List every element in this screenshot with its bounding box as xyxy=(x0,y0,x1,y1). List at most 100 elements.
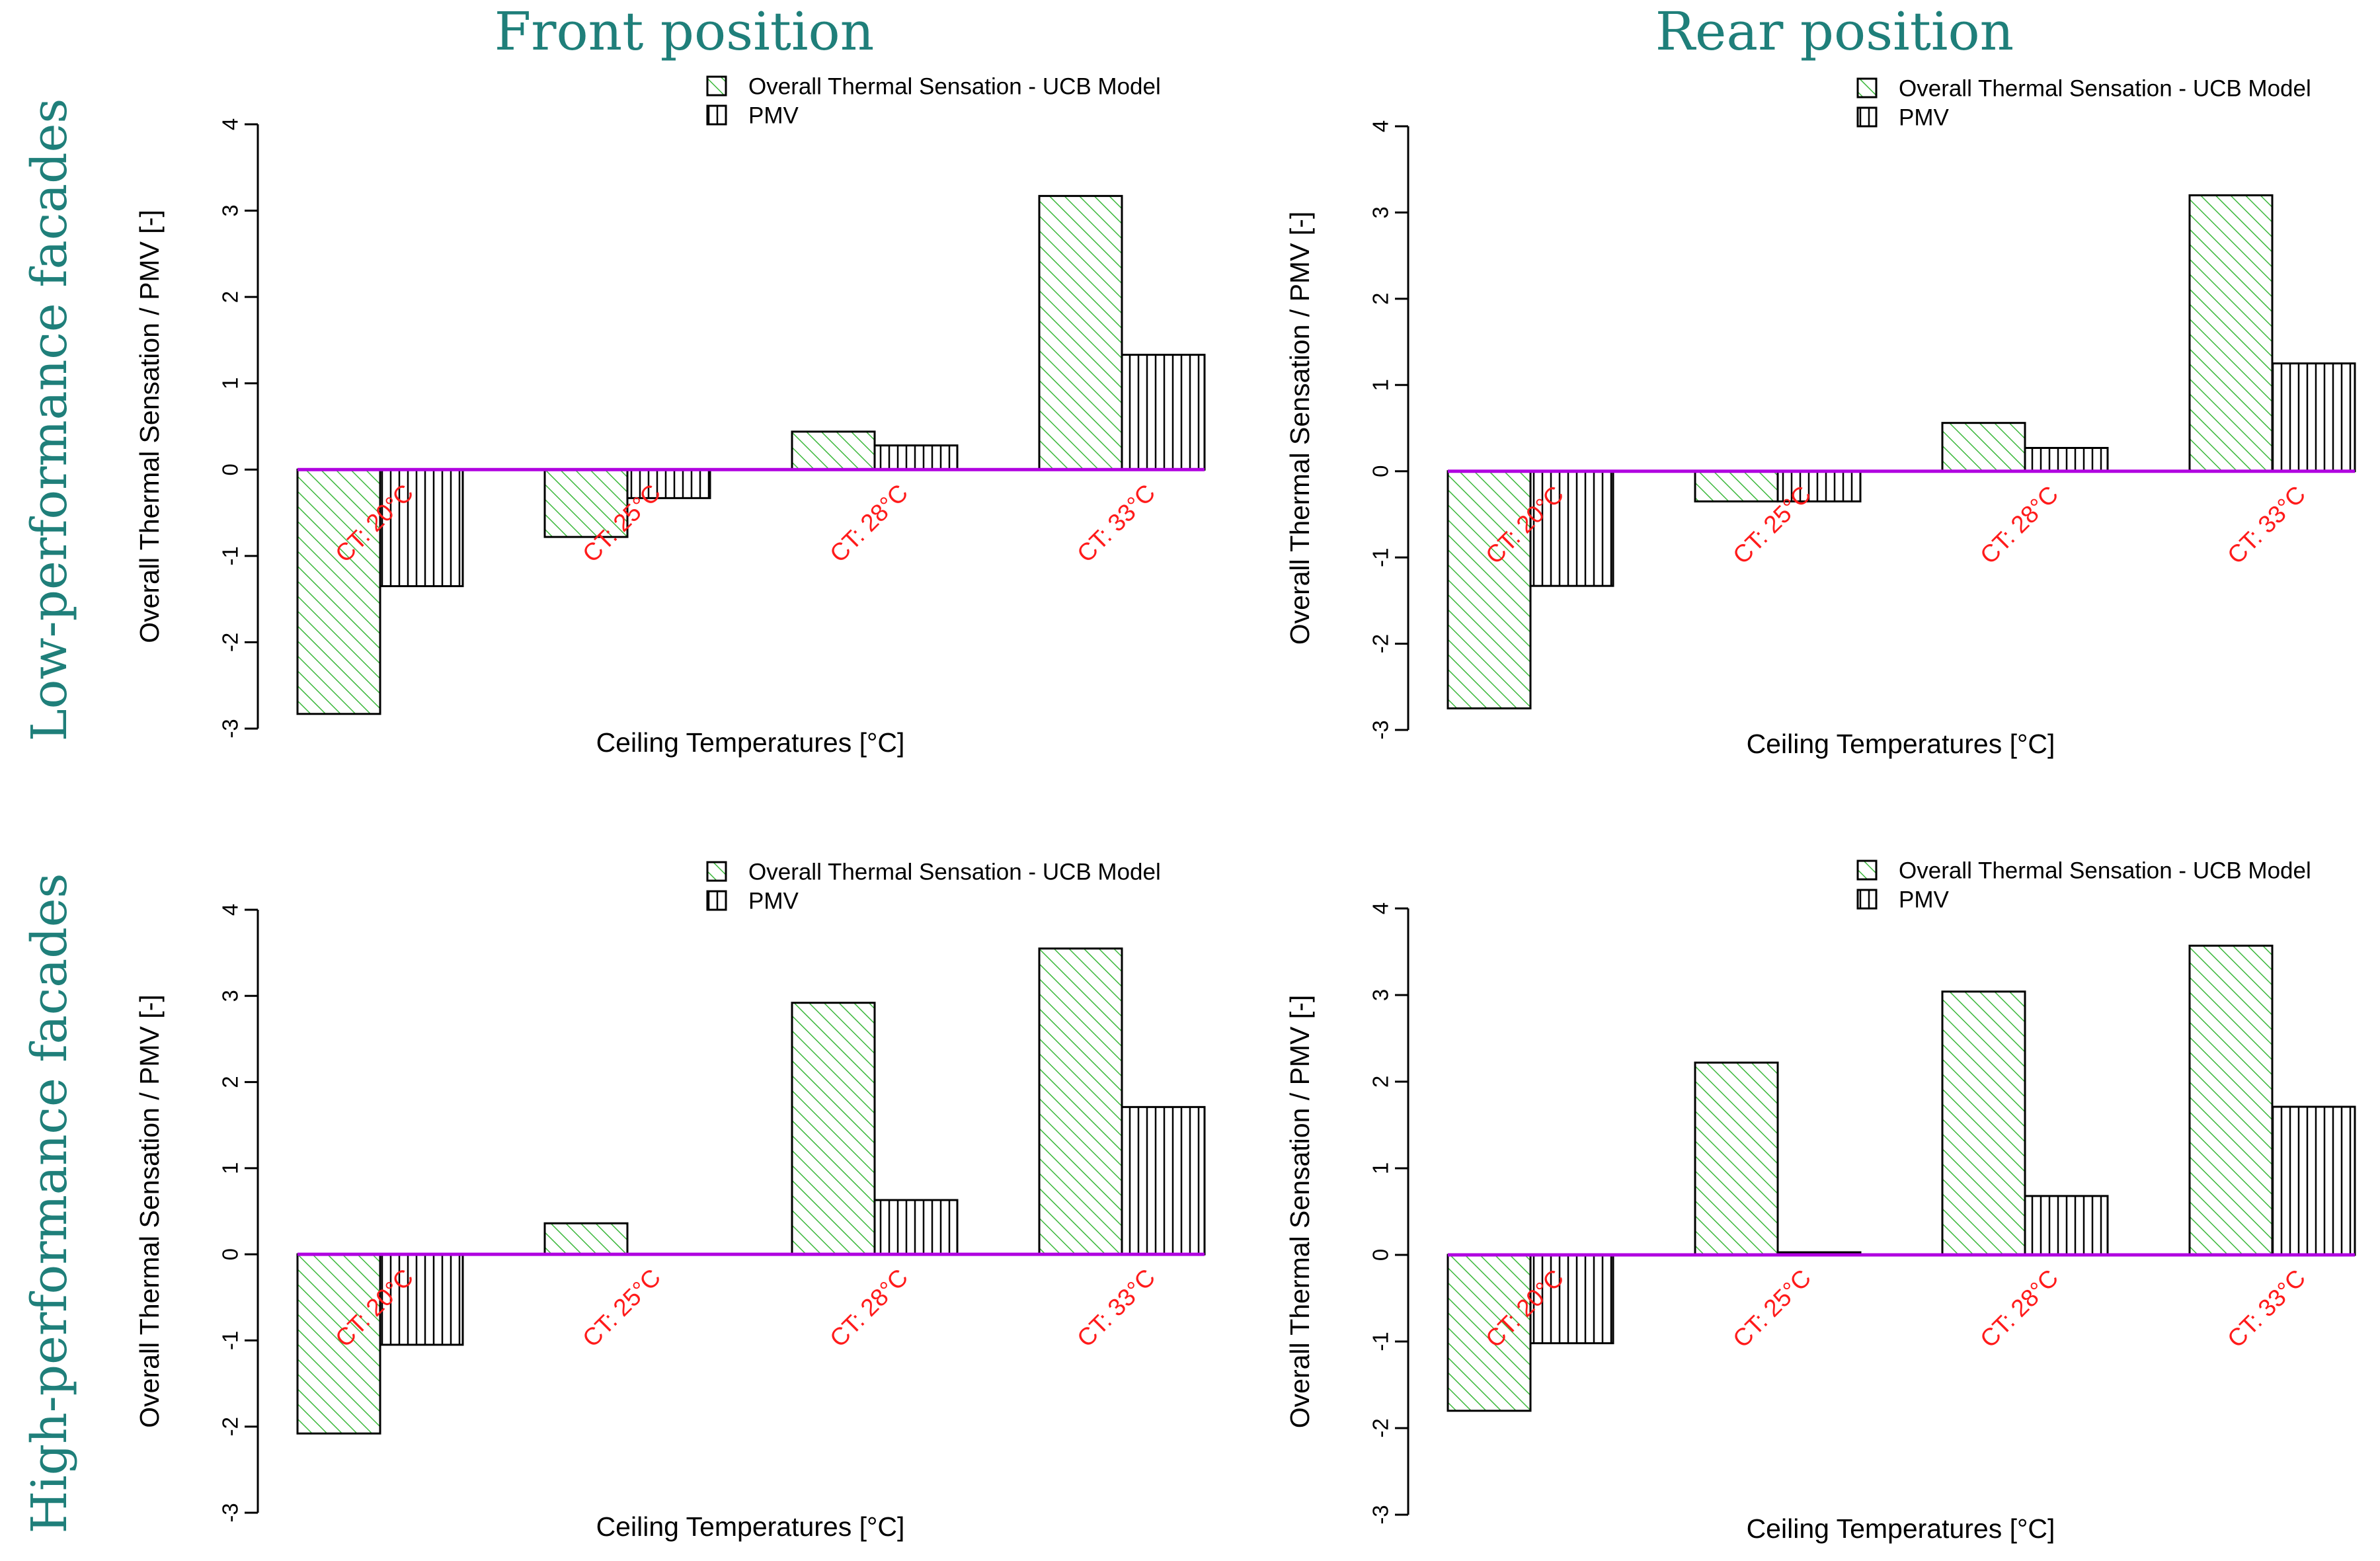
category-label-3: CT: 28°C xyxy=(1975,481,2063,569)
legend-swatch-pmv xyxy=(706,104,727,126)
ucb-bar-4 xyxy=(2188,194,2274,473)
pmv-bar-1 xyxy=(379,468,464,588)
y-tick-label: -3 xyxy=(218,719,243,738)
y-axis-label: Overall Thermal Sensation / PMV [-] xyxy=(134,994,165,1427)
y-tick-label: -1 xyxy=(1368,547,1393,567)
pmv-bar-3 xyxy=(2024,446,2109,473)
ucb-bar-3 xyxy=(791,430,876,471)
y-tick-label: -2 xyxy=(218,633,243,652)
y-tick-label: 0 xyxy=(218,1248,243,1260)
y-tick-label: 3 xyxy=(218,204,243,216)
y-tick-label: 4 xyxy=(218,118,243,130)
pmv-bar-1 xyxy=(1529,1254,1614,1345)
row-title-low-performance: Low-performance facades xyxy=(21,99,78,742)
y-tick-label: 0 xyxy=(1368,1249,1393,1261)
legend-swatch-pmv xyxy=(706,890,727,911)
y-tick-label: 4 xyxy=(1368,902,1393,914)
legend-swatch-ucb xyxy=(1856,77,1878,99)
chart-panel-4: -3 -2 -1 0 1 2 3 4 Overall Thermal Sensation / P… xyxy=(1285,858,2356,1544)
column-title-front: Front position xyxy=(495,1,874,62)
category-label-3: CT: 28°C xyxy=(824,479,913,567)
column-title-rear: Rear position xyxy=(1655,1,2014,62)
chart-panel-2: -3 -2 -1 0 1 2 3 4 Overall Thermal Sensation / P… xyxy=(1285,75,2356,759)
y-tick-label: 2 xyxy=(218,1076,243,1088)
y-tick-label: -2 xyxy=(1368,1418,1393,1437)
legend-label-ucb: Overall Thermal Sensation - UCB Model xyxy=(1899,858,2311,883)
legend-label-pmv: PMV xyxy=(748,102,799,128)
legend-swatch-ucb xyxy=(706,861,727,882)
y-tick-label: -1 xyxy=(218,546,243,565)
legend-label-ucb: Overall Thermal Sensation - UCB Model xyxy=(748,73,1161,99)
legend-swatch-pmv xyxy=(1856,106,1878,128)
y-axis-label: Overall Thermal Sensation / PMV [-] xyxy=(134,210,165,643)
y-tick-label: 1 xyxy=(1368,1162,1393,1174)
legend-label-pmv: PMV xyxy=(1899,887,1950,912)
y-tick-label: -3 xyxy=(218,1503,243,1522)
pmv-bar-4 xyxy=(1121,354,1206,471)
x-axis-label: Ceiling Temperatures [°C] xyxy=(1747,1513,2055,1544)
y-tick-label: 0 xyxy=(218,463,243,475)
legend-swatch-ucb xyxy=(1856,860,1878,881)
x-axis-label: Ceiling Temperatures [°C] xyxy=(596,1511,905,1542)
y-tick-label: 1 xyxy=(1368,379,1393,391)
x-axis-label: Ceiling Temperatures [°C] xyxy=(596,727,905,758)
y-tick-label: -1 xyxy=(218,1331,243,1350)
y-tick-label: 3 xyxy=(1368,206,1393,218)
y-tick-label: 1 xyxy=(218,1162,243,1174)
ucb-bar-2 xyxy=(1694,1061,1779,1256)
pmv-bar-4 xyxy=(1121,1105,1206,1256)
y-tick-label: 2 xyxy=(218,291,243,303)
pmv-bar-3 xyxy=(873,1199,959,1256)
chart-panel-3: -3 -2 -1 0 1 2 3 4 Overall Thermal Sensation / P… xyxy=(134,859,1206,1542)
y-tick-label: -1 xyxy=(1368,1332,1393,1351)
pmv-bar-2 xyxy=(1776,470,1862,502)
ucb-bar-3 xyxy=(791,1002,876,1256)
ucb-bar-1 xyxy=(1447,470,1532,709)
category-label-3: CT: 28°C xyxy=(824,1263,913,1352)
chart-panel-1: -3 -2 -1 0 1 2 3 4 Overall Thermal Sensation / P… xyxy=(134,73,1206,758)
row-title-high-performance: High-performance facades xyxy=(21,873,78,1534)
category-label-2: CT: 25°C xyxy=(577,1263,666,1352)
pmv-bar-3 xyxy=(873,444,959,471)
ucb-bar-2 xyxy=(1694,470,1779,502)
ucb-bar-2 xyxy=(543,1222,629,1256)
ucb-bar-4 xyxy=(2188,944,2274,1256)
y-tick-label: 3 xyxy=(218,990,243,1002)
y-tick-label: 2 xyxy=(1368,293,1393,305)
category-label-3: CT: 28°C xyxy=(1975,1264,2063,1353)
ucb-bar-3 xyxy=(1941,422,2026,473)
pmv-bar-4 xyxy=(2271,1105,2356,1256)
category-label-4: CT: 33°C xyxy=(2222,481,2311,569)
legend-label-pmv: PMV xyxy=(748,888,799,914)
y-tick-label: 4 xyxy=(1368,120,1393,132)
category-label-2: CT: 25°C xyxy=(1727,1264,1816,1353)
ucb-bar-4 xyxy=(1038,194,1123,471)
y-tick-label: 0 xyxy=(1368,465,1393,477)
category-label-4: CT: 33°C xyxy=(1072,479,1160,567)
category-label-4: CT: 33°C xyxy=(1072,1263,1160,1352)
y-tick-label: 1 xyxy=(218,378,243,389)
y-tick-label: -2 xyxy=(1368,634,1393,653)
pmv-bar-1 xyxy=(379,1253,464,1346)
y-tick-label: -3 xyxy=(1368,1505,1393,1524)
pmv-bar-1 xyxy=(1529,470,1614,587)
legend-label-pmv: PMV xyxy=(1899,104,1950,130)
x-axis-label: Ceiling Temperatures [°C] xyxy=(1747,729,2055,759)
y-tick-label: 2 xyxy=(1368,1076,1393,1088)
legend-swatch-pmv xyxy=(1856,889,1878,910)
y-tick-label: -3 xyxy=(1368,720,1393,739)
ucb-bar-1 xyxy=(296,468,381,715)
ucb-bar-1 xyxy=(296,1253,381,1435)
ucb-bar-3 xyxy=(1941,990,2026,1256)
y-tick-label: -2 xyxy=(218,1417,243,1436)
y-axis-label: Overall Thermal Sensation / PMV [-] xyxy=(1285,995,1315,1428)
legend-swatch-ucb xyxy=(706,75,727,97)
y-tick-label: 3 xyxy=(1368,989,1393,1001)
pmv-bar-4 xyxy=(2271,362,2356,473)
pmv-bar-3 xyxy=(2024,1195,2109,1256)
legend-label-ucb: Overall Thermal Sensation - UCB Model xyxy=(1899,75,2311,101)
y-tick-label: 4 xyxy=(218,904,243,916)
ucb-bar-4 xyxy=(1038,947,1123,1256)
legend-label-ucb: Overall Thermal Sensation - UCB Model xyxy=(748,859,1161,885)
